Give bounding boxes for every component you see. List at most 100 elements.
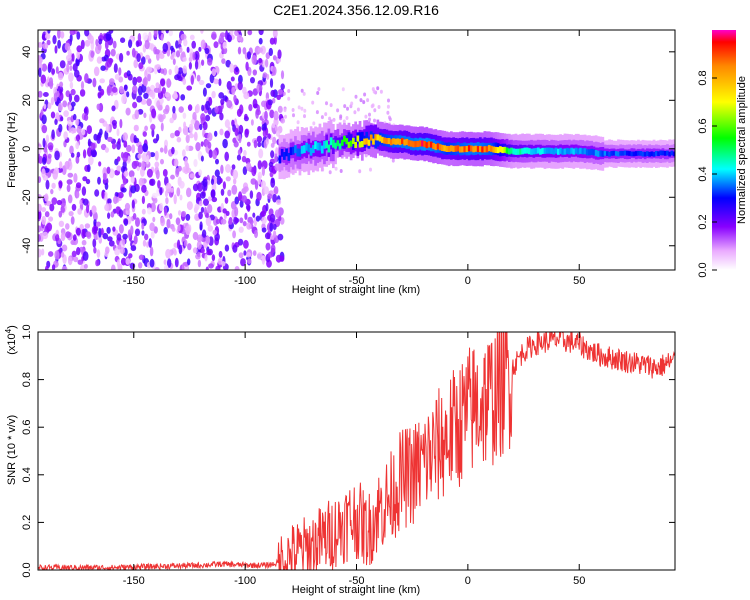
heatmap-cell [354, 142, 357, 149]
heatmap-cell [298, 148, 302, 157]
heatmap-cell [98, 227, 102, 238]
heatmap-cell [111, 264, 116, 270]
heatmap-cell [312, 145, 315, 153]
heatmap-cell [374, 134, 377, 141]
heatmap-cell [165, 30, 169, 34]
heatmap-cell [197, 234, 202, 241]
heatmap-cell [568, 148, 571, 155]
heatmap-cell [100, 227, 104, 235]
heatmap-cell [378, 135, 382, 142]
heatmap-cell [105, 31, 112, 41]
heatmap-cell [118, 67, 122, 76]
heatmap-cell [244, 212, 248, 220]
heatmap-cell [434, 144, 438, 151]
heatmap-cell [171, 226, 176, 232]
heatmap-cell [137, 85, 143, 96]
y-tick-label: -20 [21, 189, 33, 205]
heatmap-cell [316, 142, 320, 151]
heatmap-cell [128, 253, 133, 259]
heatmap-cell [112, 40, 117, 49]
heatmap-cell [349, 140, 353, 147]
snr-multiplier: (x104) [4, 325, 18, 355]
heatmap-cell [262, 129, 268, 138]
heatmap-cell [258, 30, 264, 36]
heatmap-cell [296, 148, 300, 157]
heatmap-cell [220, 164, 224, 174]
heatmap-cell [63, 131, 68, 140]
heatmap-cell [657, 151, 660, 157]
heatmap-cell [639, 151, 643, 156]
snr-series-line [38, 332, 675, 570]
heatmap-cell [116, 165, 122, 172]
heatmap-cell [650, 151, 654, 157]
heatmap-cell [258, 57, 263, 64]
heatmap-cell [38, 209, 42, 220]
x-tick-label: -150 [123, 275, 145, 287]
heatmap-cell [239, 104, 244, 115]
heatmap-cell [82, 198, 89, 206]
heatmap-cell [95, 39, 99, 47]
heatmap-cell [454, 145, 458, 152]
heatmap-cell [58, 181, 63, 189]
heatmap-cell [563, 148, 567, 155]
heatmap-cell [51, 182, 56, 189]
heatmap-cell [183, 38, 188, 47]
heatmap-cell [94, 189, 100, 197]
heatmap-cell [317, 87, 321, 92]
snr-multiplier-exp: 4 [4, 328, 13, 333]
heatmap-cell [196, 74, 201, 82]
heatmap-cell [54, 45, 58, 54]
heatmap-cell [207, 225, 214, 232]
heatmap-cell [394, 138, 398, 145]
heatmap-cell [499, 146, 502, 153]
x-tick-label: -50 [349, 575, 365, 587]
heatmap-cell [120, 187, 127, 193]
heatmap-cell [162, 169, 168, 177]
heatmap-cell [410, 140, 413, 147]
heatmap-cell [251, 166, 257, 177]
heatmap-cell [182, 149, 186, 158]
heatmap-cell [252, 250, 257, 256]
heatmap-cell [231, 86, 236, 96]
heatmap-cell [371, 87, 375, 92]
heatmap-cell [245, 61, 249, 71]
heatmap-cell [48, 216, 54, 222]
heatmap-cell [164, 190, 169, 198]
heatmap-cell [220, 188, 225, 196]
heatmap-cell [532, 148, 536, 155]
heatmap-cell [104, 204, 110, 211]
heatmap-cell [60, 31, 65, 39]
heatmap-cell [71, 203, 77, 211]
heatmap-cell [276, 199, 282, 205]
heatmap-cell [234, 127, 239, 137]
heatmap-cell [334, 136, 337, 149]
heatmap-cell [423, 141, 426, 148]
heatmap-cell [147, 58, 152, 64]
heatmap-cell [269, 37, 275, 45]
heatmap-cell [192, 231, 199, 241]
heatmap-cell [93, 211, 98, 222]
heatmap-cell [47, 30, 51, 34]
heatmap-cell [392, 138, 395, 145]
heatmap-cell [592, 149, 596, 156]
heatmap-cell [238, 191, 243, 202]
heatmap-cell [96, 56, 103, 64]
heatmap-cell [273, 186, 279, 195]
heatmap-cell [163, 206, 168, 216]
heatmap-cell [174, 130, 180, 137]
heatmap-cell [352, 137, 355, 144]
heatmap-cell [69, 81, 74, 90]
heatmap-cell [159, 187, 163, 196]
heatmap-cell [265, 242, 271, 251]
heatmap-cell [117, 138, 121, 145]
heatmap-cell [490, 145, 493, 152]
heatmap-cell [661, 150, 665, 156]
heatmap-cell [436, 143, 440, 150]
heatmap-cell [45, 134, 50, 144]
heatmap-cell [256, 252, 263, 260]
colorbar-tick-label: 0.2 [697, 214, 709, 229]
x-tick-label: -150 [123, 575, 145, 587]
heatmap-cell [49, 203, 55, 212]
heatmap-cell [66, 179, 73, 185]
heatmap-cell [141, 56, 146, 65]
